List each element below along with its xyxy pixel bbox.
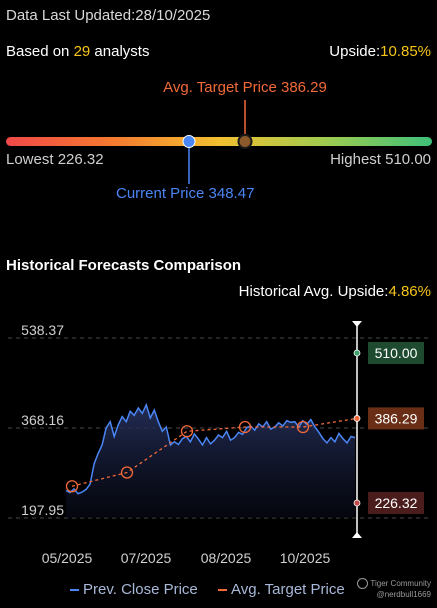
- upside-label: Upside:: [329, 43, 381, 60]
- avg-target-line: [71, 417, 358, 487]
- based-prefix: Based on: [6, 43, 74, 60]
- avg-target-point: [65, 480, 79, 493]
- high-marker-dot: [353, 349, 361, 357]
- historical-upside: Historical Avg. Upside:4.86%: [239, 283, 431, 300]
- y-tick-label: 197.95: [21, 502, 64, 518]
- avg-target-point: [238, 420, 252, 434]
- avg-target-point: [296, 420, 310, 434]
- forecast-markers: 510.00 386.29 226.32: [353, 342, 424, 514]
- range-axis-top-arrow: [352, 321, 362, 327]
- analyst-count: 29: [73, 43, 91, 60]
- x-tick-label: 05/2025: [42, 550, 93, 566]
- x-axis-ticks: 05/2025 07/2025 08/2025 10/2025: [42, 550, 331, 566]
- legend-prev-close-label: Prev. Close Price: [83, 581, 198, 598]
- y-axis-ticks: 538.37 368.16 197.95: [21, 322, 64, 518]
- low-marker-label: 226.32: [375, 495, 418, 511]
- watermark-icon: [357, 578, 369, 590]
- range-axis-bottom-arrow: [352, 532, 362, 538]
- prev-close-swatch: [70, 588, 79, 591]
- upside-summary: Upside:10.85%: [329, 43, 431, 60]
- legend-avg-target-label: Avg. Target Price: [231, 581, 345, 598]
- data-last-updated: Data Last Updated:28/10/2025: [6, 7, 210, 24]
- gauge-bar: [6, 137, 432, 146]
- analyst-summary: Based on 29 analysts: [6, 43, 149, 60]
- updated-date: 28/10/2025: [135, 7, 211, 24]
- prev-close-area: [66, 404, 355, 518]
- forecast-chart: 538.37 368.16 197.95 05/2025 07/2025 08/2025…: [8, 321, 430, 566]
- current-price-marker: [182, 135, 196, 148]
- prev-close-line: [65, 402, 356, 495]
- watermark-brand: Tiger Community: [370, 579, 431, 588]
- y-tick-label: 368.16: [21, 412, 64, 428]
- based-suffix: analysts: [90, 43, 150, 60]
- avg-target-marker-label: 386.29: [375, 410, 418, 426]
- avg-target-marker-dot: [353, 415, 361, 422]
- avg-target-marker: [237, 134, 253, 149]
- updated-label: Data Last Updated:: [6, 7, 136, 24]
- historical-title: Historical Forecasts Comparison: [6, 257, 242, 274]
- avg-target-point: [120, 466, 134, 479]
- lowest-price-label: Lowest 226.32: [6, 151, 104, 168]
- x-tick-label: 07/2025: [121, 550, 172, 566]
- avg-target-marker-box: [368, 407, 424, 430]
- x-tick-label: 08/2025: [201, 550, 252, 566]
- avg-target-price-label: Avg. Target Price 386.29: [163, 79, 327, 96]
- current-price-label: Current Price 348.47: [116, 185, 255, 202]
- price-range-gauge: [6, 100, 432, 184]
- low-marker-box: [368, 491, 424, 514]
- high-marker-box: [368, 342, 424, 365]
- highest-price-label: Highest 510.00: [330, 151, 431, 168]
- historical-upside-label: Historical Avg. Upside:: [238, 283, 389, 300]
- historical-upside-value: 4.86%: [388, 283, 431, 300]
- low-marker-dot: [353, 499, 361, 507]
- watermark-user: @nerdbull1669: [376, 590, 431, 600]
- watermark: Tiger Community @nerdbull1669: [357, 578, 431, 600]
- x-tick-label: 10/2025: [280, 550, 331, 566]
- legend-avg-target[interactable]: Avg. Target Price: [218, 581, 345, 598]
- upside-value: 10.85%: [380, 43, 431, 60]
- legend-prev-close[interactable]: Prev. Close Price: [70, 581, 198, 598]
- avg-target-point: [180, 425, 194, 438]
- high-marker-label: 510.00: [375, 345, 418, 361]
- y-tick-label: 538.37: [21, 322, 64, 338]
- avg-target-swatch: [218, 588, 227, 591]
